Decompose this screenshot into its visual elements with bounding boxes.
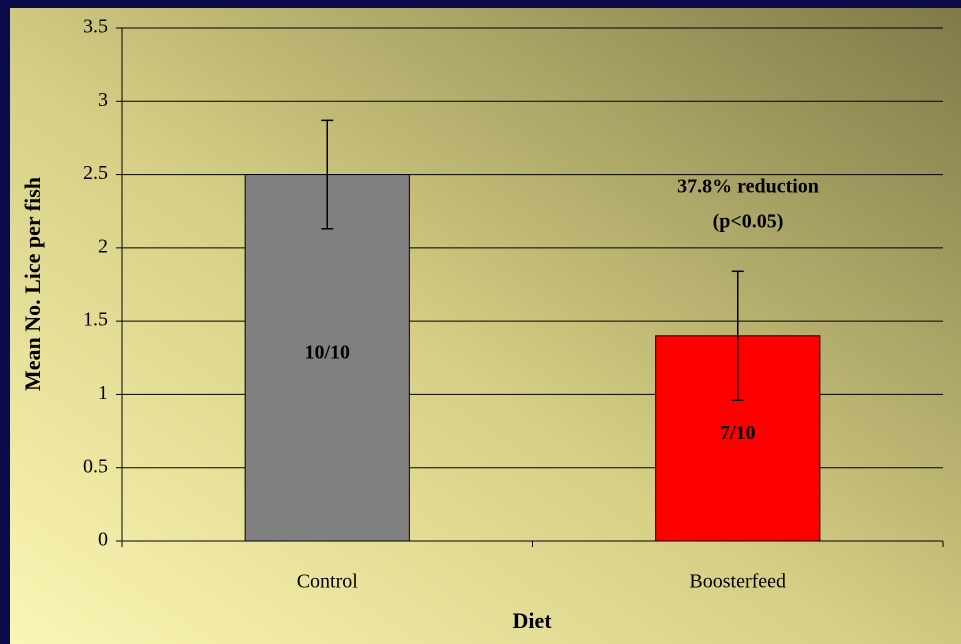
chart-background (10, 8, 961, 644)
annotation: (p<0.05) (713, 211, 784, 233)
bar (244, 174, 410, 542)
x-axis-title: Diet (512, 608, 552, 633)
y-tick-label: 1 (98, 382, 108, 404)
annotation: 37.8% reduction (677, 176, 819, 198)
y-axis-title: Mean No. Lice per fish (20, 177, 45, 391)
x-tick-label: Boosterfeed (689, 571, 786, 593)
y-tick-label: 2 (98, 235, 108, 257)
y-tick-label: 0 (98, 529, 108, 551)
x-tick-label: Control (297, 571, 359, 593)
bar-label: 7/10 (720, 422, 756, 444)
y-tick-label: 2.5 (83, 162, 108, 184)
y-tick-label: 1.5 (83, 309, 108, 331)
bar-label: 10/10 (304, 341, 350, 363)
y-tick-label: 3.5 (83, 16, 108, 38)
y-tick-label: 3 (98, 89, 108, 111)
y-tick-label: 0.5 (83, 455, 108, 477)
